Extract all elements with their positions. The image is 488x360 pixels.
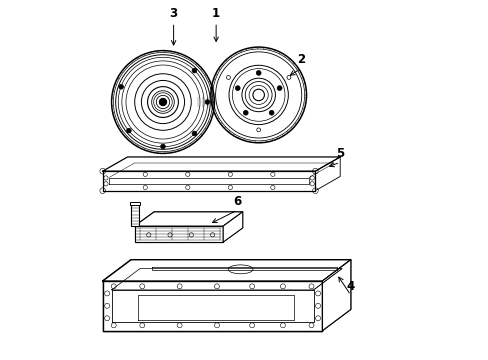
- Text: 1: 1: [212, 7, 220, 20]
- Polygon shape: [134, 212, 242, 226]
- Polygon shape: [102, 281, 322, 330]
- Text: 5: 5: [335, 147, 344, 160]
- Polygon shape: [134, 226, 223, 242]
- Text: 2: 2: [297, 53, 305, 66]
- Polygon shape: [223, 212, 242, 242]
- Circle shape: [159, 98, 166, 105]
- Circle shape: [256, 71, 261, 75]
- Circle shape: [269, 111, 273, 115]
- Circle shape: [277, 86, 282, 90]
- Bar: [130, 202, 140, 205]
- Circle shape: [192, 131, 196, 136]
- Circle shape: [243, 111, 247, 115]
- Bar: [131, 203, 139, 226]
- Circle shape: [204, 100, 209, 104]
- Circle shape: [192, 68, 196, 73]
- Text: 6: 6: [233, 195, 241, 208]
- Text: 4: 4: [346, 280, 354, 293]
- Circle shape: [126, 128, 131, 133]
- Polygon shape: [322, 260, 350, 330]
- Text: 3: 3: [169, 7, 177, 20]
- Circle shape: [119, 85, 123, 89]
- Polygon shape: [102, 260, 350, 281]
- Circle shape: [161, 144, 165, 149]
- Circle shape: [235, 86, 240, 90]
